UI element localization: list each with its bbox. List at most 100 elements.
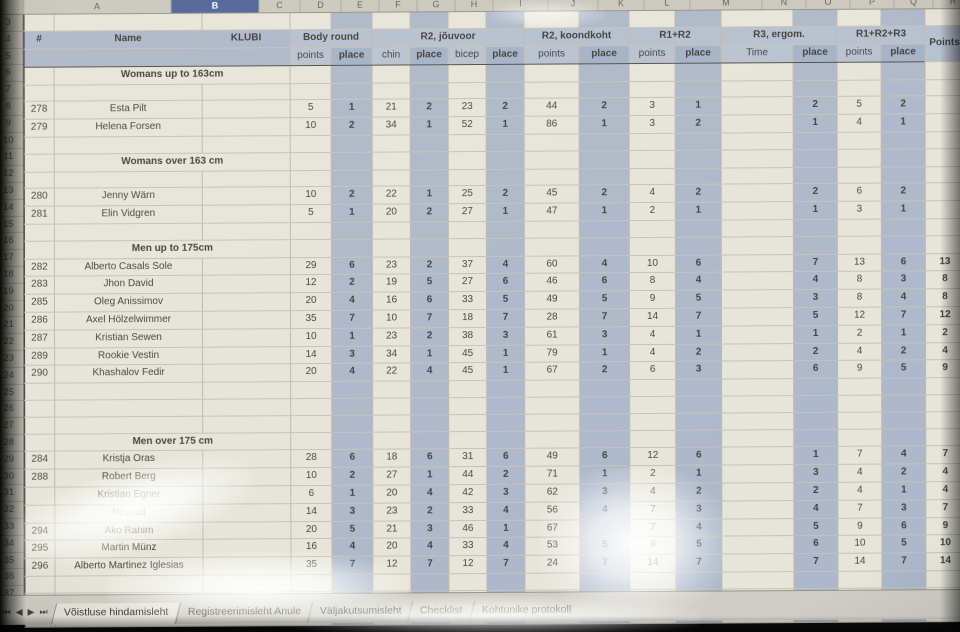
cell[interactable]: [629, 237, 676, 256]
cell[interactable]: [410, 169, 449, 187]
row-cell[interactable]: 34: [372, 345, 411, 364]
cell[interactable]: [486, 573, 525, 591]
row-number[interactable]: 7: [0, 81, 23, 99]
cell[interactable]: [524, 396, 580, 415]
cell[interactable]: [837, 166, 882, 184]
row-klubi[interactable]: [202, 204, 291, 224]
row-cell[interactable]: 8: [837, 271, 882, 290]
row-cell[interactable]: 6: [675, 254, 722, 273]
row-cell[interactable]: 4: [410, 538, 449, 557]
row-cell[interactable]: 4: [629, 184, 676, 203]
row-number[interactable]: 35: [0, 552, 24, 570]
cell[interactable]: [54, 83, 203, 102]
row-cell[interactable]: 3: [486, 327, 525, 346]
row-klubi[interactable]: [202, 467, 291, 487]
row-cell[interactable]: 86: [524, 116, 580, 135]
row-number[interactable]: 5: [0, 48, 23, 66]
row-klubi[interactable]: [202, 485, 291, 505]
cell[interactable]: [925, 218, 960, 236]
cell[interactable]: [448, 431, 487, 450]
row-cell[interactable]: 7: [486, 555, 525, 574]
cell[interactable]: [925, 394, 960, 412]
row-cell[interactable]: 3: [579, 326, 630, 345]
row-cell[interactable]: 10: [290, 186, 332, 205]
row-cell[interactable]: [721, 361, 794, 380]
cell[interactable]: [881, 394, 926, 412]
row-cell[interactable]: 13: [925, 253, 960, 272]
cell[interactable]: [202, 83, 291, 101]
row-cell[interactable]: 4: [837, 114, 882, 133]
cell[interactable]: [674, 10, 722, 28]
row-cell[interactable]: 7: [675, 554, 722, 573]
column-header-r[interactable]: R: [933, 0, 960, 9]
row-cell[interactable]: 27: [372, 467, 411, 486]
cell[interactable]: [675, 572, 722, 590]
cell[interactable]: [290, 222, 332, 240]
row-cell[interactable]: 6: [290, 485, 332, 504]
row-index[interactable]: 283: [24, 276, 55, 295]
row-klubi[interactable]: [202, 187, 291, 206]
cell[interactable]: [837, 132, 882, 150]
row-cell[interactable]: 2: [675, 483, 722, 502]
row-cell[interactable]: 2: [410, 203, 449, 222]
row-cell[interactable]: 12: [372, 556, 411, 575]
row-cell[interactable]: 4: [486, 502, 525, 521]
cell[interactable]: [290, 432, 332, 451]
cell[interactable]: [331, 381, 373, 399]
row-cell[interactable]: 1: [410, 466, 449, 485]
row-name[interactable]: Rookie Vestin: [54, 346, 203, 366]
sheet-tab-3[interactable]: Checklist: [407, 601, 475, 623]
cell[interactable]: [410, 414, 449, 432]
row-cell[interactable]: 9: [925, 517, 960, 536]
row-cell[interactable]: [925, 200, 960, 219]
cell[interactable]: [202, 170, 291, 188]
cell[interactable]: [793, 166, 838, 185]
row-cell[interactable]: [925, 96, 960, 115]
row-index[interactable]: 290: [24, 365, 55, 384]
row-cell[interactable]: 14: [290, 503, 332, 522]
cell[interactable]: [202, 398, 291, 417]
row-cell[interactable]: 23: [372, 502, 411, 521]
row-number[interactable]: 15: [0, 216, 23, 234]
row-cell[interactable]: 6: [331, 449, 373, 468]
row-cell[interactable]: 21: [372, 520, 411, 539]
row-cell[interactable]: 6: [579, 448, 630, 467]
cell[interactable]: [837, 411, 882, 429]
row-cell[interactable]: 1: [881, 481, 926, 500]
row-cell[interactable]: 28: [524, 308, 580, 328]
cell[interactable]: [202, 574, 291, 593]
cell[interactable]: [372, 64, 411, 83]
cell[interactable]: [721, 395, 794, 413]
row-cell[interactable]: 4: [837, 464, 882, 483]
cell[interactable]: [486, 430, 525, 449]
row-index[interactable]: 287: [24, 329, 55, 348]
cell[interactable]: [54, 382, 203, 401]
row-cell[interactable]: 4: [675, 518, 722, 537]
row-cell[interactable]: 2: [331, 274, 373, 293]
row-cell[interactable]: [721, 307, 794, 326]
cell[interactable]: [410, 431, 449, 450]
row-cell[interactable]: 6: [410, 291, 449, 310]
row-name[interactable]: Kristja Oras: [54, 450, 203, 470]
cell[interactable]: [330, 12, 373, 30]
cell[interactable]: [675, 429, 722, 448]
cell[interactable]: [54, 399, 203, 417]
row-cell[interactable]: 7: [793, 553, 838, 572]
row-cell[interactable]: 3: [579, 483, 630, 502]
cell[interactable]: [880, 9, 926, 27]
cell[interactable]: [524, 572, 580, 591]
row-cell[interactable]: 1: [793, 446, 838, 465]
cell[interactable]: [578, 11, 630, 29]
cell[interactable]: [448, 169, 487, 187]
row-number[interactable]: 20: [0, 300, 24, 318]
cell[interactable]: [331, 152, 373, 171]
row-cell[interactable]: 1: [675, 202, 722, 221]
row-cell[interactable]: 6: [881, 517, 926, 536]
row-cell[interactable]: 20: [372, 204, 411, 223]
cell[interactable]: [579, 413, 630, 431]
cell[interactable]: [579, 430, 630, 449]
row-cell[interactable]: 7: [331, 556, 373, 575]
cell[interactable]: [24, 383, 55, 401]
row-cell[interactable]: 9: [837, 517, 882, 536]
row-cell[interactable]: 4: [486, 537, 525, 556]
